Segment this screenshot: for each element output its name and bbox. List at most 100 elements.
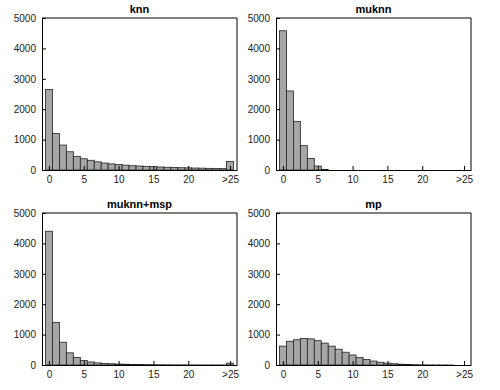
y-tick: 0 [30, 165, 46, 176]
frame [276, 213, 471, 214]
bar [377, 362, 384, 365]
bars [45, 89, 233, 170]
y-axis: 010002000300040005000 [14, 13, 46, 176]
y-tick-mark [276, 48, 280, 49]
x-tick-mark [230, 166, 231, 170]
bar [279, 346, 286, 365]
y-tick: 1000 [248, 134, 280, 145]
y-tick-label: 0 [30, 360, 36, 371]
y-tick-label: 5000 [14, 13, 37, 24]
y-tick-mark [42, 48, 46, 49]
x-tick-mark [119, 361, 120, 365]
y-tick-mark [276, 79, 280, 80]
bars [45, 231, 233, 365]
x-tick-mark [422, 166, 423, 170]
bar [454, 365, 461, 366]
bar [136, 166, 143, 170]
bar [213, 168, 220, 170]
y-axis: 010002000300040005000 [248, 13, 280, 176]
x-tick-label: 5 [82, 369, 88, 380]
x-tick-mark [464, 361, 465, 365]
y-tick-label: 4000 [14, 43, 37, 54]
y-tick-label: 5000 [248, 208, 271, 219]
y-axis-line [42, 214, 43, 366]
x-tick: 0 [47, 166, 53, 185]
y-tick-label: 0 [264, 360, 270, 371]
bar [157, 364, 164, 365]
x-tick: 15 [148, 166, 160, 185]
bar [433, 364, 440, 365]
y-tick: 2000 [248, 299, 280, 310]
bar [461, 170, 468, 171]
bar [108, 164, 115, 170]
title: muknn [355, 3, 391, 15]
bar [94, 363, 101, 365]
x-tick-label: 15 [382, 174, 394, 185]
y-tick: 0 [264, 165, 280, 176]
x-tick: 20 [417, 361, 429, 380]
plot-background [42, 213, 237, 365]
x-axis-line [43, 170, 238, 171]
y-tick-mark [42, 170, 46, 171]
bar [356, 357, 363, 365]
bar [328, 346, 335, 365]
x-tick-label: 5 [316, 174, 322, 185]
x-tick: 20 [417, 166, 429, 185]
bar [122, 165, 129, 170]
bar [321, 169, 328, 170]
x-tick: 20 [183, 166, 195, 185]
x-tick-mark [188, 166, 189, 170]
bar [143, 364, 150, 365]
bar [45, 231, 52, 365]
y-axis-line [276, 19, 277, 171]
y-axis: 010002000300040005000 [14, 208, 46, 371]
bar [293, 121, 300, 170]
figure: 05101520>25010002000300040005000knn05101… [0, 0, 500, 390]
bar [405, 364, 412, 365]
bar [52, 134, 59, 170]
x-tick-mark [188, 361, 189, 365]
y-tick-mark [42, 243, 46, 244]
y-tick: 4000 [14, 238, 46, 249]
bar [52, 322, 59, 365]
y-tick: 1000 [14, 329, 46, 340]
title: knn [130, 3, 150, 15]
bar [206, 168, 213, 170]
panel: 05101520>25010002000300040005000mp [248, 198, 474, 380]
bar [349, 355, 356, 365]
x-tick-mark [464, 166, 465, 170]
bar [227, 161, 234, 170]
x-tick-label: 20 [183, 369, 195, 380]
y-tick-mark [42, 79, 46, 80]
bar [73, 357, 80, 365]
y-tick: 3000 [248, 74, 280, 85]
panel: 05101520>25010002000300040005000muknn [248, 3, 474, 185]
y-tick: 5000 [14, 13, 46, 24]
bar [206, 364, 213, 365]
frame [276, 18, 471, 19]
bar [461, 365, 468, 366]
bar [101, 163, 108, 170]
y-tick: 2000 [14, 104, 46, 115]
bar [335, 170, 342, 171]
title: muknn+msp [107, 198, 172, 210]
x-axis: 05101520>25 [43, 361, 240, 380]
bar [412, 364, 419, 365]
bar [171, 364, 178, 365]
y-tick-label: 2000 [248, 299, 271, 310]
bar [314, 341, 321, 365]
bar [199, 168, 206, 170]
bar [391, 170, 398, 171]
x-tick-mark [283, 361, 284, 365]
bar [80, 159, 87, 170]
x-tick-mark [230, 361, 231, 365]
bar [363, 170, 370, 171]
y-tick-label: 4000 [248, 43, 271, 54]
y-tick-label: 1000 [248, 134, 271, 145]
x-tick-label: 0 [47, 369, 53, 380]
x-tick-mark [318, 361, 319, 365]
frame [42, 213, 237, 214]
bar [171, 168, 178, 170]
bars [279, 31, 328, 170]
y-tick: 3000 [248, 269, 280, 280]
